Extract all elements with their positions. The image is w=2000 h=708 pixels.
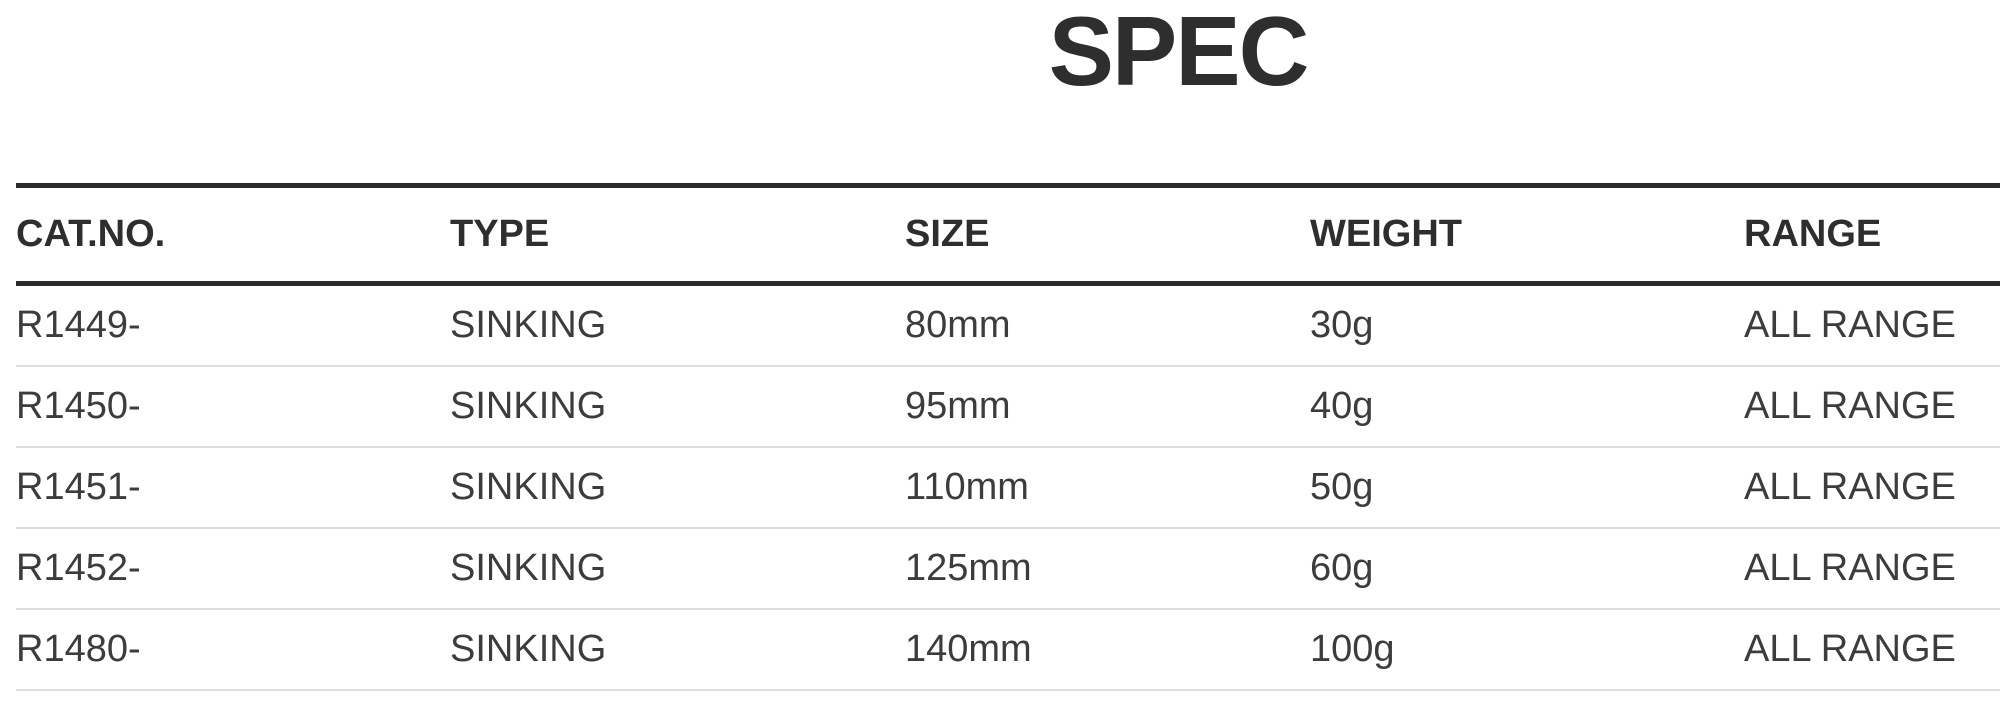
table-row: R1451- SINKING 110mm 50g ALL RANGE — [16, 448, 2000, 529]
cell-weight: 40g — [1310, 385, 1374, 427]
cell-type: SINKING — [450, 466, 607, 508]
cell-cat-no: R1480- — [16, 628, 141, 670]
cell-range: ALL RANGE — [1744, 628, 1956, 670]
cell-cat-no: R1451- — [16, 466, 141, 508]
cell-type: SINKING — [450, 628, 607, 670]
cell-range: ALL RANGE — [1744, 466, 1956, 508]
table-row: R1480- SINKING 140mm 100g ALL RANGE — [16, 610, 2000, 691]
cell-cat-no: R1450- — [16, 385, 141, 427]
column-header-weight: WEIGHT — [1310, 213, 1462, 255]
cell-weight: 100g — [1310, 628, 1395, 670]
cell-range: ALL RANGE — [1744, 547, 1956, 589]
cell-type: SINKING — [450, 304, 607, 346]
cell-size: 80mm — [905, 304, 1011, 346]
cell-weight: 50g — [1310, 466, 1374, 508]
page-title: SPEC — [1048, 0, 1310, 106]
cell-type: SINKING — [450, 385, 607, 427]
cell-range: ALL RANGE — [1744, 304, 1956, 346]
table-header-row: CAT.NO. TYPE SIZE WEIGHT RANGE — [16, 188, 2000, 286]
column-header-range: RANGE — [1744, 213, 1882, 255]
cell-cat-no: R1452- — [16, 547, 141, 589]
cell-weight: 30g — [1310, 304, 1374, 346]
cell-weight: 60g — [1310, 547, 1374, 589]
cell-cat-no: R1449- — [16, 304, 141, 346]
cell-size: 125mm — [905, 547, 1032, 589]
cell-size: 110mm — [905, 466, 1029, 508]
spec-table: CAT.NO. TYPE SIZE WEIGHT RANGE R1449- SI… — [16, 183, 2000, 691]
table-row: R1450- SINKING 95mm 40g ALL RANGE — [16, 367, 2000, 448]
column-header-cat-no: CAT.NO. — [16, 213, 166, 255]
column-header-type: TYPE — [450, 213, 550, 255]
table-row: R1452- SINKING 125mm 60g ALL RANGE — [16, 529, 2000, 610]
cell-size: 95mm — [905, 385, 1011, 427]
cell-range: ALL RANGE — [1744, 385, 1956, 427]
cell-size: 140mm — [905, 628, 1032, 670]
cell-type: SINKING — [450, 547, 607, 589]
table-row: R1449- SINKING 80mm 30g ALL RANGE — [16, 286, 2000, 367]
column-header-size: SIZE — [905, 213, 990, 255]
